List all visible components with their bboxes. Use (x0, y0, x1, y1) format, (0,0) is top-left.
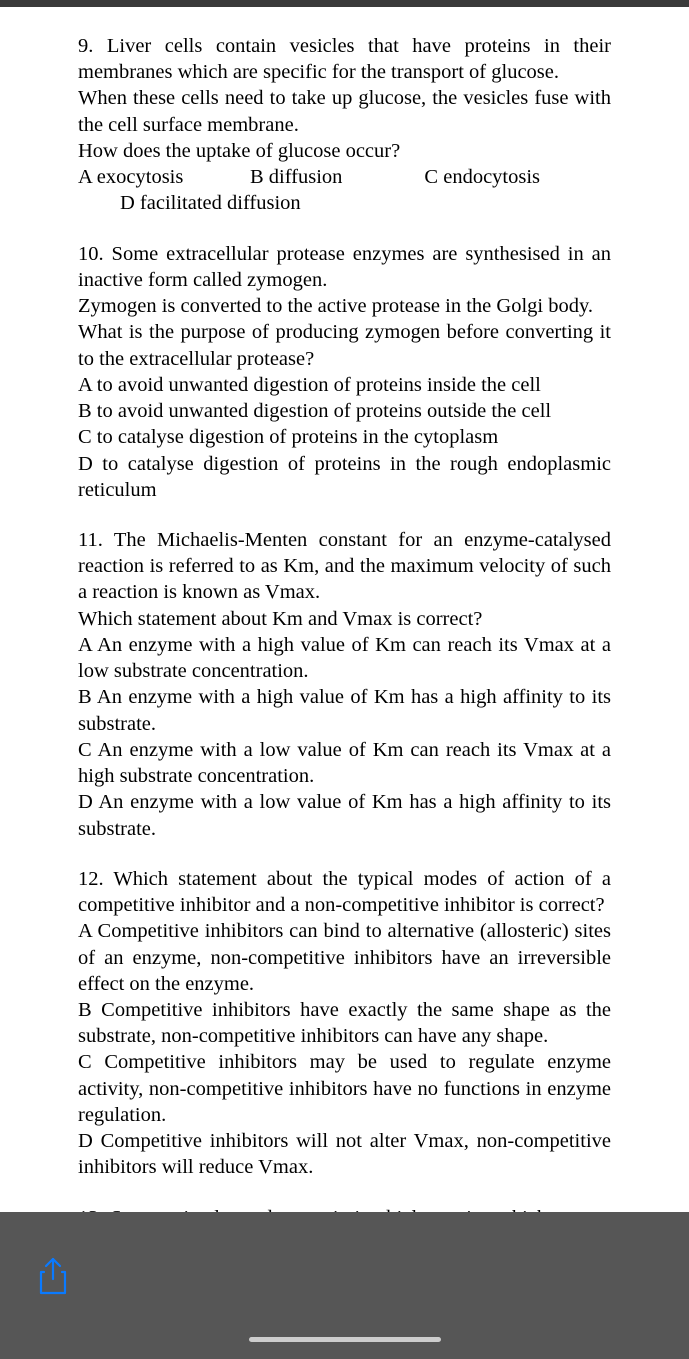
option-b: B Competitive inhibitors have exactly th… (78, 997, 611, 1049)
question-10: 10. Some extracellular protease enzymes … (78, 241, 611, 503)
bottom-toolbar (0, 1212, 689, 1359)
option-d: D Competitive inhibitors will not alter … (78, 1128, 611, 1180)
question-body: 13. Some animals produce antimicrobial p… (78, 1205, 611, 1212)
option-b: B to avoid unwanted digestion of protein… (78, 398, 611, 424)
option-a: A exocytosis (78, 166, 183, 188)
option-a: A Competitive inhibitors can bind to alt… (78, 918, 611, 997)
viewer-top-bar (0, 0, 689, 7)
option-c: C to catalyse digestion of proteins in t… (78, 424, 611, 450)
question-11: 11. The Michaelis-Menten constant for an… (78, 527, 611, 842)
option-d: D to catalyse digestion of proteins in t… (78, 451, 611, 503)
option-c: C Competitive inhibitors may be used to … (78, 1049, 611, 1128)
option-d: D facilitated diffusion (78, 190, 611, 216)
question-12: 12. Which statement about the typical mo… (78, 866, 611, 1181)
option-a: A to avoid unwanted digestion of protein… (78, 372, 611, 398)
document-page: 9. Liver cells contain vesicles that hav… (0, 7, 689, 1212)
question-body: 10. Some extracellular protease enzymes … (78, 241, 611, 372)
option-c: C An enzyme with a low value of Km can r… (78, 737, 611, 789)
question-options: A exocytosis B diffusion C endocytosis (78, 164, 611, 190)
question-body: 11. The Michaelis-Menten constant for an… (78, 527, 611, 632)
option-b: B diffusion (250, 166, 342, 188)
share-button[interactable] (38, 1257, 68, 1295)
question-body: 9. Liver cells contain vesicles that hav… (78, 33, 611, 164)
option-c: C endocytosis (424, 166, 540, 188)
question-13: 13. Some animals produce antimicrobial p… (78, 1205, 611, 1212)
question-body: 12. Which statement about the typical mo… (78, 866, 611, 918)
question-9: 9. Liver cells contain vesicles that hav… (78, 33, 611, 217)
home-indicator[interactable] (249, 1337, 441, 1342)
option-d: D An enzyme with a low value of Km has a… (78, 789, 611, 841)
option-a: A An enzyme with a high value of Km can … (78, 632, 611, 684)
option-b: B An enzyme with a high value of Km has … (78, 684, 611, 736)
